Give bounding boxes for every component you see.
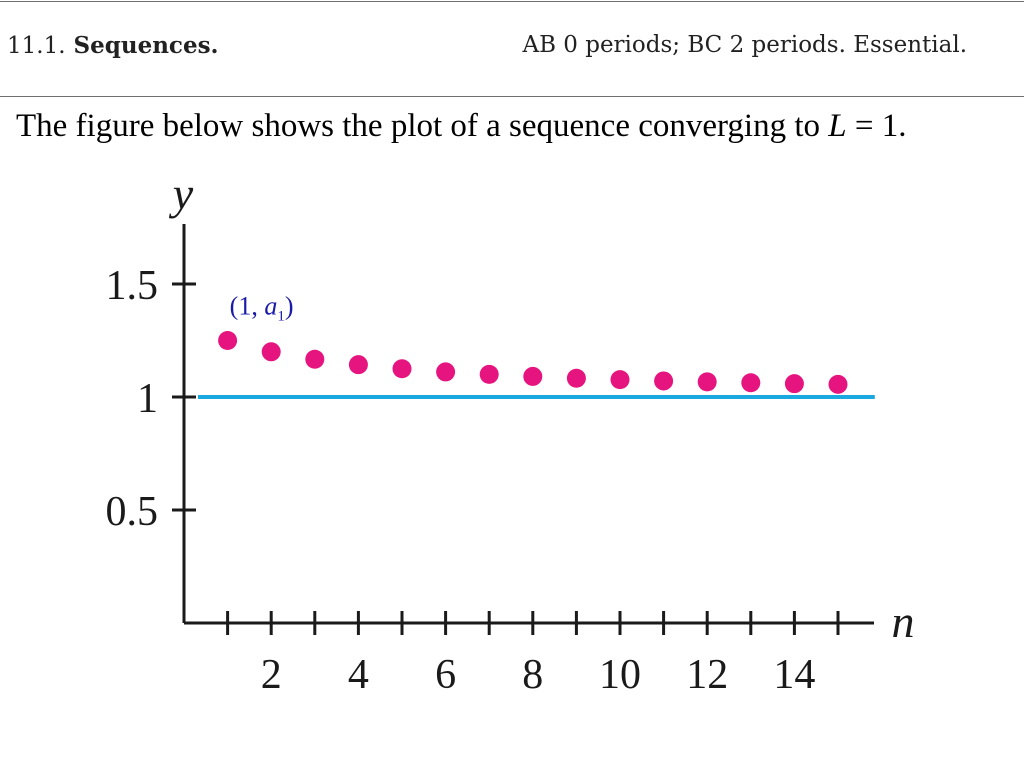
header-bottom-rule: [0, 96, 1024, 97]
x-tick-label: 14: [773, 652, 815, 698]
section-heading: 11.1. Sequences.: [7, 32, 219, 59]
data-point: [218, 331, 238, 350]
intro-sentence: The figure below shows the plot of a seq…: [16, 108, 829, 144]
header-top-rule: [0, 1, 1024, 2]
section-title: Sequences.: [73, 32, 219, 59]
section-number: 11.1.: [7, 33, 66, 59]
data-point: [261, 342, 281, 362]
x-tick-label: 2: [261, 652, 282, 698]
y-axis-label: y: [169, 168, 194, 219]
data-point: [741, 373, 761, 393]
x-tick-label: 10: [599, 652, 641, 698]
data-point: [697, 372, 717, 392]
x-axis-label: n: [892, 596, 915, 647]
point-annotation: (1, a1): [230, 292, 294, 325]
data-point: [348, 355, 368, 375]
period-info: AB 0 periods; BC 2 periods. Essential.: [522, 32, 967, 58]
y-tick-label: 1.5: [106, 263, 159, 309]
data-point: [436, 362, 456, 382]
x-tick-label: 12: [686, 652, 728, 698]
data-point: [392, 359, 412, 379]
data-point: [566, 368, 586, 388]
data-point: [479, 364, 499, 384]
y-tick-label: 1: [137, 376, 158, 422]
data-point: [654, 371, 674, 391]
data-point: [523, 366, 543, 386]
intro-text: The figure below shows the plot of a seq…: [16, 108, 907, 145]
x-tick-label: 4: [348, 652, 369, 698]
y-tick-label: 0.5: [106, 489, 159, 535]
data-point: [828, 374, 848, 394]
data-point: [305, 349, 325, 369]
x-tick-label: 6: [435, 652, 456, 698]
limit-symbol: L: [828, 108, 847, 144]
x-tick-label: 8: [522, 652, 543, 698]
data-point: [610, 370, 630, 390]
limit-value: = 1.: [846, 108, 907, 144]
data-point: [784, 374, 804, 394]
